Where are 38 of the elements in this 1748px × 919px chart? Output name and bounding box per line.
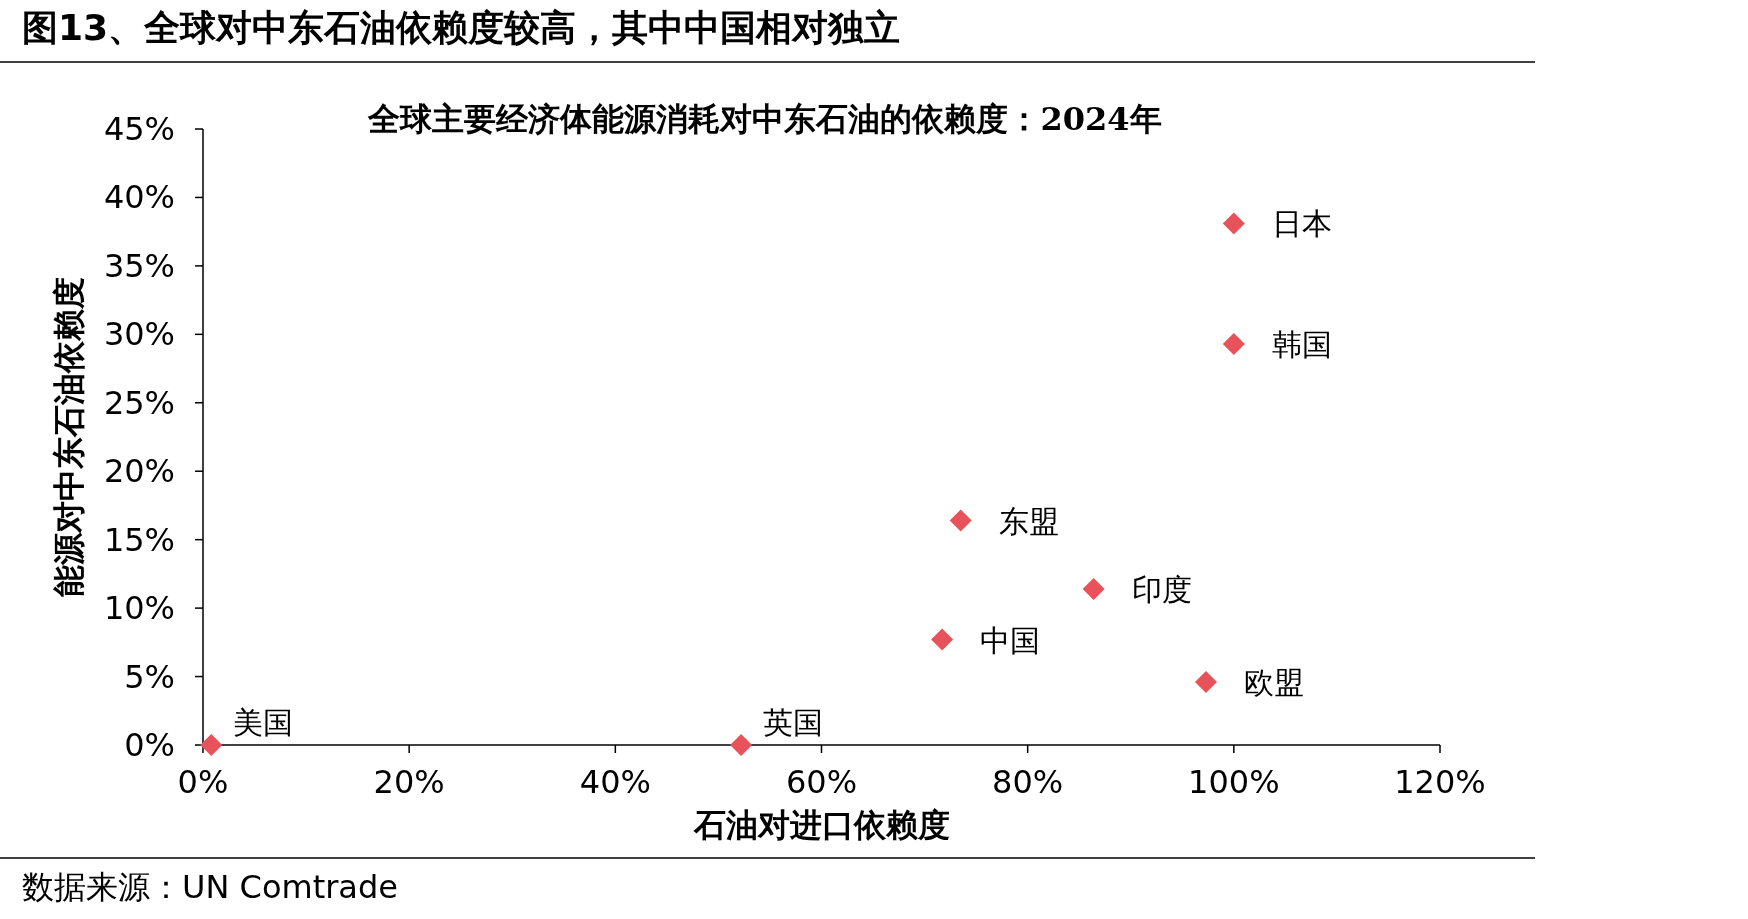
y-tick-label: 40% [103,178,175,217]
x-tick-label: 60% [785,763,858,801]
y-tick-label: 35% [103,246,175,285]
point [200,734,223,756]
point [931,628,954,651]
x-tick-label: 20% [373,763,445,801]
x-tick-label: 0% [177,763,229,801]
y-tick-label: 0% [124,726,175,764]
annotation: 日本 [1271,206,1332,242]
annotation: 英国 [763,705,824,740]
annotation: 美国 [233,705,294,740]
x-tick-label: 120% [1394,763,1486,801]
x-tick-label: 40% [579,763,651,801]
annotation: 印度 [1131,571,1192,607]
annotation: 中国 [980,622,1041,658]
x-axis-title: 石油对进口依赖度 [692,806,950,844]
y-tick-label: 30% [103,315,175,354]
annotation: 欧盟 [1244,665,1304,701]
point [730,734,753,756]
annotation: 韩国 [1271,326,1332,362]
chart-subtitle: 全球主要经济体能源消耗对中东石油的依赖度：2024年 [367,100,1162,138]
annotation: 东盟 [998,503,1059,539]
y-tick-label: 45% [103,110,175,148]
y-tick-label: 10% [103,589,175,628]
point [1082,577,1105,600]
y-tick-label: 25% [103,383,175,422]
source-note: 数据来源：UN Comtrade [22,868,398,906]
y-tick-label: 15% [103,520,175,559]
point [1222,332,1245,355]
x-tick-label: 100% [1188,763,1280,801]
x-tick-label: 80% [992,763,1064,801]
y-tick-label: 5% [124,657,175,696]
y-tick-label: 20% [103,452,175,491]
chart-title: 图13、全球对中东石油依赖度较高，其中中国相对独立 [22,7,901,48]
y-axis-title: 能源对中东石油依赖度 [50,277,88,597]
point [1222,212,1245,235]
point [949,509,972,532]
point [1195,671,1217,694]
